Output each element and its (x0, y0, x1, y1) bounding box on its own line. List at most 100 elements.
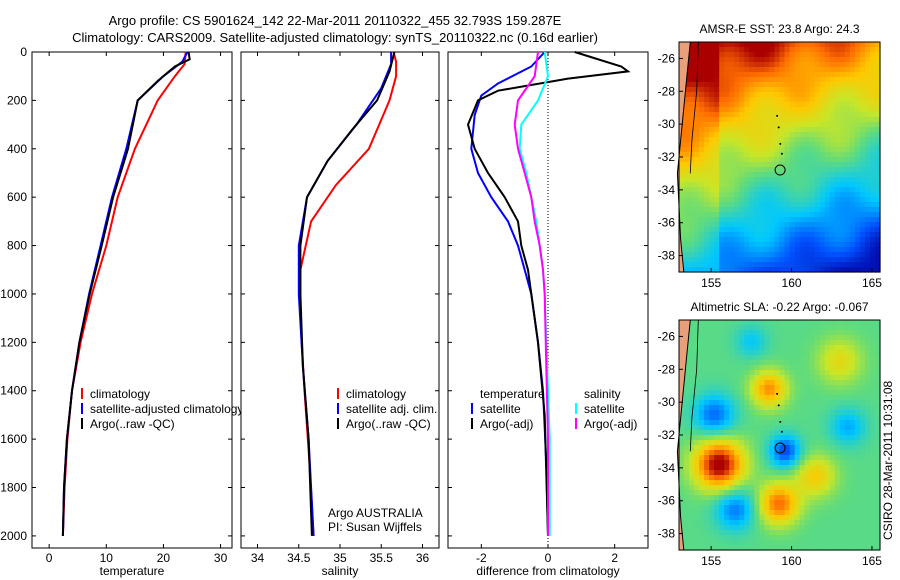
map-cell (709, 217, 715, 223)
map-cell (814, 217, 821, 223)
map-cell (739, 122, 745, 128)
map-cell (739, 142, 745, 148)
map-cell (809, 87, 816, 93)
map-cell (859, 335, 866, 341)
map-cell (849, 375, 856, 381)
map-cell (854, 47, 861, 53)
map-cell (749, 325, 755, 331)
map-cell (759, 545, 766, 551)
map-cell (869, 112, 876, 118)
map-cell (699, 470, 705, 476)
map-cell (744, 77, 750, 83)
map-cell (849, 365, 856, 371)
map-cell (724, 72, 730, 78)
map-cell (779, 127, 786, 133)
map-cell (719, 262, 725, 268)
map-cell (849, 420, 856, 426)
map-cell (839, 510, 846, 516)
map-cell (854, 515, 861, 521)
map-cell (764, 455, 771, 461)
map-cell (714, 242, 720, 248)
map-cell (789, 112, 796, 118)
map-cell (864, 320, 871, 326)
map-cell (864, 107, 871, 113)
map-cell (794, 490, 801, 496)
map-cell (724, 440, 730, 446)
map-cell (864, 42, 871, 48)
map-cell (799, 415, 806, 421)
map-cell (724, 102, 730, 108)
map-cell (794, 445, 801, 451)
map-cell (809, 122, 816, 128)
map-cell (839, 360, 846, 366)
map-cell (754, 222, 761, 228)
map-cell (824, 375, 831, 381)
map-cell (824, 355, 831, 361)
map-cell (689, 187, 695, 193)
map-cell (759, 47, 766, 53)
map-cell (869, 247, 876, 253)
map-cell (784, 267, 791, 273)
map-cell (684, 227, 690, 233)
map-cell (754, 455, 761, 461)
map-cell (784, 112, 791, 118)
map-cell (779, 42, 786, 48)
map-cell (754, 400, 761, 406)
map-cell (869, 167, 876, 173)
map-cell (689, 172, 695, 178)
map-cell (689, 162, 695, 168)
float-track-dot (780, 430, 783, 433)
map-cell (799, 52, 806, 58)
map-cell (769, 335, 776, 341)
map-cell (869, 162, 876, 168)
map-cell (844, 257, 851, 263)
map-cell (709, 500, 715, 506)
map-cell (799, 535, 806, 541)
map-cell (784, 162, 791, 168)
map-cell (734, 545, 740, 551)
map-cell (869, 370, 876, 376)
map-cell (824, 465, 831, 471)
map-cell (714, 480, 720, 486)
map-cell (714, 172, 720, 178)
map-cell (689, 132, 695, 138)
map-cell (719, 320, 725, 326)
map-cell (839, 47, 846, 53)
map-cell (724, 495, 730, 501)
map-cell (689, 520, 695, 526)
map-cell (794, 400, 801, 406)
map-cell (844, 157, 851, 163)
map-cell (829, 375, 836, 381)
map-cell (789, 330, 796, 336)
map-cell (769, 430, 776, 436)
map-cell (799, 187, 806, 193)
map-cell (824, 187, 831, 193)
map-cell (719, 87, 725, 93)
map-cell (834, 242, 841, 248)
map-cell (839, 107, 846, 113)
map-cell (729, 475, 735, 481)
map-cell (814, 455, 821, 461)
map-cell (684, 247, 690, 253)
map-cell (754, 480, 761, 486)
map-cell (714, 72, 720, 78)
map-cell (704, 530, 710, 536)
map-cell (794, 107, 801, 113)
map-cell (809, 42, 816, 48)
map-cell (839, 485, 846, 491)
map-cell (764, 167, 771, 173)
map-cell (689, 425, 695, 431)
map-cell (794, 330, 801, 336)
map-cell (869, 405, 876, 411)
map-cell (694, 410, 700, 416)
map-cell (709, 257, 715, 263)
map-cell (734, 445, 740, 451)
map-cell (839, 495, 846, 501)
map-cell (719, 495, 725, 501)
map-cell (699, 330, 705, 336)
map-cell (869, 122, 876, 128)
map-cell (679, 242, 685, 248)
map-cell (874, 350, 881, 356)
map-cell (774, 47, 781, 53)
map-cell (804, 152, 811, 158)
